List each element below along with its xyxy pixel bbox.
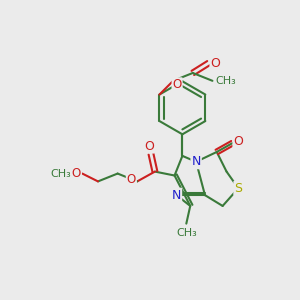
- Text: CH₃: CH₃: [176, 228, 197, 239]
- Text: O: O: [127, 173, 136, 186]
- Text: O: O: [233, 135, 243, 148]
- Text: CH₃: CH₃: [50, 169, 71, 178]
- Text: N: N: [172, 189, 181, 202]
- Text: O: O: [172, 78, 182, 91]
- Text: O: O: [144, 140, 154, 153]
- Text: N: N: [191, 155, 201, 168]
- Text: O: O: [72, 167, 81, 180]
- Text: O: O: [210, 57, 220, 70]
- Text: S: S: [234, 182, 242, 195]
- Text: CH₃: CH₃: [216, 76, 237, 86]
